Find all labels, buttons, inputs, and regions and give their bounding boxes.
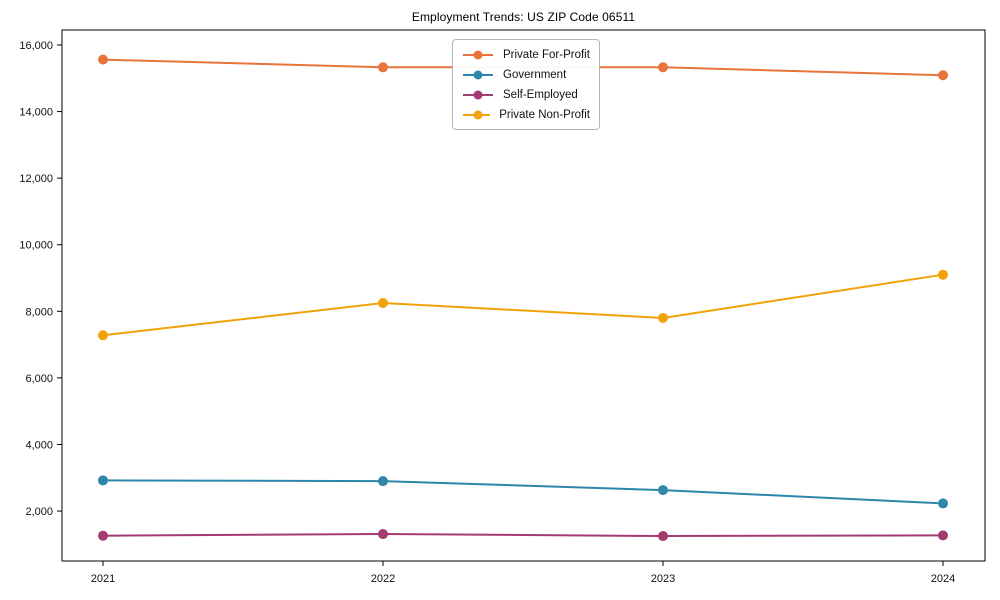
data-point-private-non-profit <box>938 269 948 280</box>
legend-line-marker-icon <box>463 90 493 99</box>
y-tick-label: 14,000 <box>19 107 53 119</box>
data-point-government <box>658 485 668 496</box>
data-point-private-for-profit <box>378 62 388 73</box>
chart-title: Employment Trends: US ZIP Code 06511 <box>411 10 636 24</box>
data-point-private-for-profit <box>658 62 668 73</box>
legend-item-label: Private For-Profit <box>503 48 590 61</box>
data-point-self-employed <box>938 530 948 541</box>
data-point-private-for-profit <box>98 54 108 65</box>
legend-item-label: Self-Employed <box>503 88 578 101</box>
y-tick-label: 6,000 <box>25 373 53 385</box>
series-line-private-non-profit <box>102 273 944 337</box>
legend-item-self-employed: Self-Employed <box>462 87 590 102</box>
data-point-government <box>98 475 108 486</box>
series-line-self-employed <box>102 533 944 538</box>
data-point-private-non-profit <box>658 312 668 323</box>
x-tick-label: 2021 <box>91 573 115 585</box>
data-point-self-employed <box>98 530 108 541</box>
legend-item-label: Private Non-Profit <box>499 108 590 121</box>
x-tick-label: 2022 <box>371 573 395 585</box>
legend: Private For-Profit Government Self-Emplo… <box>452 39 600 130</box>
data-point-private-for-profit <box>938 70 948 81</box>
y-tick-label: 8,000 <box>25 306 53 318</box>
data-point-government <box>378 476 388 487</box>
y-tick-label: 2,000 <box>25 506 53 518</box>
x-tick-label: 2023 <box>651 573 675 585</box>
y-tick-label: 10,000 <box>19 240 53 252</box>
data-point-private-non-profit <box>98 330 108 341</box>
plot-frame <box>61 29 986 562</box>
data-point-self-employed <box>658 531 668 542</box>
data-point-government <box>938 498 948 509</box>
legend-item-private-for-profit: Private For-Profit <box>462 47 590 62</box>
legend-line-marker-icon <box>463 70 493 79</box>
legend-item-government: Government <box>462 67 590 82</box>
y-tick-label: 16,000 <box>19 40 53 52</box>
legend-line-marker-icon <box>463 110 491 119</box>
legend-item-label: Government <box>503 68 567 81</box>
series-line-government <box>102 479 944 505</box>
legend-line-marker-icon <box>463 50 493 59</box>
data-point-private-non-profit <box>378 297 388 308</box>
data-point-self-employed <box>378 529 388 540</box>
y-tick-label: 4,000 <box>25 439 53 451</box>
y-tick-label: 12,000 <box>19 173 53 185</box>
x-tick-label: 2024 <box>931 573 955 585</box>
legend-item-private-non-profit: Private Non-Profit <box>462 107 590 122</box>
